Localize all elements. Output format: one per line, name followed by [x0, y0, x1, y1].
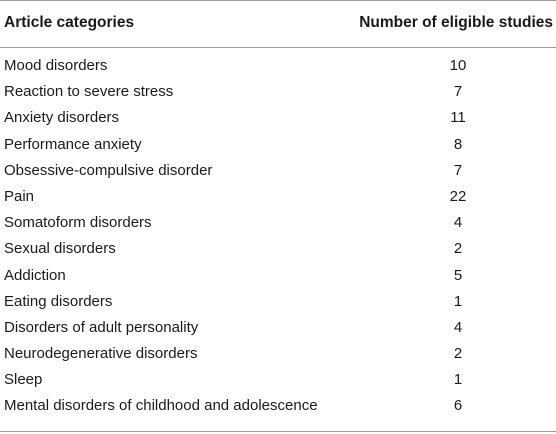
header-number-of-eligible-studies: Number of eligible studies: [359, 14, 553, 31]
table-row: Addiction 5: [0, 264, 556, 290]
table-row: Reaction to severe stress 7: [0, 80, 556, 106]
table-header-row: Article categories Number of eligible st…: [0, 0, 556, 47]
table-body: Mood disorders 10 Reaction to severe str…: [0, 54, 556, 421]
row-count: 7: [453, 161, 463, 179]
row-category: Reaction to severe stress: [4, 83, 174, 101]
row-count: 2: [453, 240, 463, 258]
table-row: Obsessive-compulsive disorder 7: [0, 159, 556, 185]
table-bottom-rule: [0, 431, 556, 432]
table-row: Sexual disorders 2: [0, 237, 556, 263]
row-count: 22: [449, 187, 467, 205]
table-row: Mood disorders 10: [0, 54, 556, 80]
row-count: 7: [453, 83, 463, 101]
row-category: Disorders of adult personality: [4, 318, 199, 336]
row-count: 5: [453, 266, 463, 284]
row-category: Addiction: [4, 266, 66, 284]
row-count: 2: [453, 345, 463, 363]
row-category: Anxiety disorders: [4, 109, 120, 127]
table-row: Performance anxiety 8: [0, 133, 556, 159]
row-count: 4: [453, 318, 463, 336]
row-count: 1: [453, 371, 463, 389]
row-count: 6: [453, 397, 463, 415]
row-category: Neurodegenerative disorders: [4, 345, 198, 363]
table-row: Eating disorders 1: [0, 290, 556, 316]
row-category: Mood disorders: [4, 57, 108, 74]
header-article-categories: Article categories: [4, 14, 135, 31]
table-row: Disorders of adult personality 4: [0, 316, 556, 342]
row-category: Pain: [4, 187, 35, 205]
row-count: 10: [449, 57, 467, 74]
table-row: Neurodegenerative disorders 2: [0, 342, 556, 368]
row-category: Somatoform disorders: [4, 214, 152, 232]
row-count: 11: [450, 109, 466, 127]
row-category: Performance anxiety: [4, 135, 142, 153]
row-count: 4: [453, 214, 463, 232]
row-category: Sleep: [4, 371, 43, 389]
row-category: Eating disorders: [4, 292, 113, 310]
row-category: Obsessive-compulsive disorder: [4, 161, 213, 179]
row-count: 8: [453, 135, 463, 153]
table-row: Mental disorders of childhood and adoles…: [0, 394, 556, 420]
table-row: Somatoform disorders 4: [0, 211, 556, 237]
table-top-rule: [0, 0, 556, 1]
row-count: 1: [453, 292, 463, 310]
table-row: Sleep 1: [0, 368, 556, 394]
row-category: Sexual disorders: [4, 240, 116, 258]
table-row: Anxiety disorders 11: [0, 106, 556, 132]
table-row: Pain 22: [0, 185, 556, 211]
table-header-rule: [0, 47, 556, 48]
row-category: Mental disorders of childhood and adoles…: [4, 397, 318, 415]
